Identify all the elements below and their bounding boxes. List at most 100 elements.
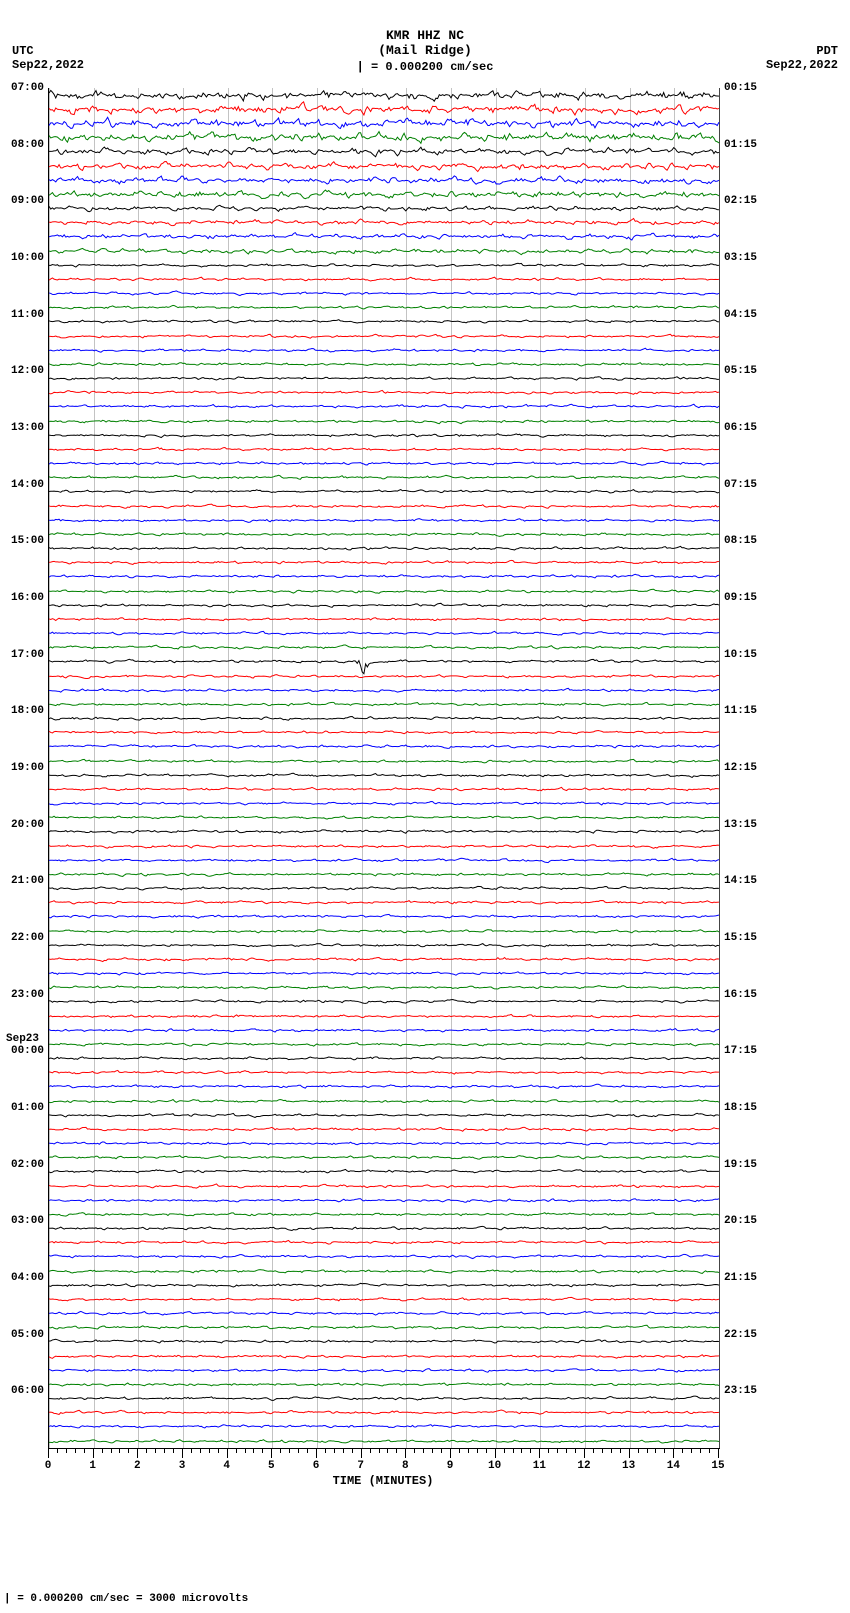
x-minor-tick [119, 1448, 120, 1453]
x-minor-tick [620, 1448, 621, 1453]
right-hour-label: 12:15 [724, 762, 757, 774]
right-hour-label: 13:15 [724, 819, 757, 831]
left-hour-label: 21:00 [11, 875, 44, 887]
right-hour-label: 14:15 [724, 875, 757, 887]
x-tick [227, 1448, 228, 1458]
x-minor-tick [209, 1448, 210, 1453]
x-minor-tick [602, 1448, 603, 1453]
x-minor-tick [218, 1448, 219, 1453]
left-hour-label: 01:00 [11, 1102, 44, 1114]
x-tick-label: 10 [488, 1460, 501, 1472]
x-tick [718, 1448, 719, 1458]
left-hour-label: 13:00 [11, 422, 44, 434]
left-hour-label: 12:00 [11, 365, 44, 377]
left-hour-label: 22:00 [11, 932, 44, 944]
x-minor-tick [655, 1448, 656, 1453]
left-hour-label: 02:00 [11, 1159, 44, 1171]
x-minor-tick [700, 1448, 701, 1453]
left-hour-label: 05:00 [11, 1329, 44, 1341]
right-hour-label: 18:15 [724, 1102, 757, 1114]
x-tick-label: 5 [268, 1460, 275, 1472]
x-minor-tick [379, 1448, 380, 1453]
x-minor-tick [459, 1448, 460, 1453]
x-tick [673, 1448, 674, 1458]
x-tick-label: 2 [134, 1460, 141, 1472]
right-hour-label: 07:15 [724, 479, 757, 491]
tz-left: UTC [12, 44, 84, 58]
left-hour-label: 16:00 [11, 592, 44, 604]
x-minor-tick [486, 1448, 487, 1453]
x-tick [271, 1448, 272, 1458]
x-minor-tick [647, 1448, 648, 1453]
x-minor-tick [245, 1448, 246, 1453]
right-hour-label: 10:15 [724, 649, 757, 661]
x-minor-tick [387, 1448, 388, 1453]
right-hour-label: 19:15 [724, 1159, 757, 1171]
left-hour-label: 23:00 [11, 989, 44, 1001]
x-minor-tick [146, 1448, 147, 1453]
x-tick [48, 1448, 49, 1458]
x-tick-label: 9 [447, 1460, 454, 1472]
left-hour-label: 09:00 [11, 195, 44, 207]
x-tick [182, 1448, 183, 1458]
x-tick-label: 3 [179, 1460, 186, 1472]
left-hour-label: 08:00 [11, 139, 44, 151]
x-tick [405, 1448, 406, 1458]
right-hour-label: 08:15 [724, 535, 757, 547]
x-tick [629, 1448, 630, 1458]
right-hour-label: 00:15 [724, 82, 757, 94]
x-tick-label: 14 [667, 1460, 680, 1472]
x-minor-tick [298, 1448, 299, 1453]
x-minor-tick [253, 1448, 254, 1453]
x-tick-label: 11 [533, 1460, 546, 1472]
right-hour-label: 21:15 [724, 1272, 757, 1284]
x-minor-tick [575, 1448, 576, 1453]
top-right-labels: PDT Sep22,2022 [766, 44, 838, 72]
x-minor-tick [441, 1448, 442, 1453]
right-hour-label: 03:15 [724, 252, 757, 264]
left-hour-label: 11:00 [11, 309, 44, 321]
right-hour-label: 01:15 [724, 139, 757, 151]
x-minor-tick [191, 1448, 192, 1453]
x-tick [361, 1448, 362, 1458]
header: KMR HHZ NC (Mail Ridge) [0, 0, 850, 58]
x-minor-tick [566, 1448, 567, 1453]
right-hour-label: 04:15 [724, 309, 757, 321]
x-minor-tick [155, 1448, 156, 1453]
x-tick [495, 1448, 496, 1458]
x-minor-tick [75, 1448, 76, 1453]
x-minor-tick [280, 1448, 281, 1453]
x-tick [137, 1448, 138, 1458]
x-minor-tick [128, 1448, 129, 1453]
x-minor-tick [173, 1448, 174, 1453]
x-minor-tick [468, 1448, 469, 1453]
x-tick-label: 4 [223, 1460, 230, 1472]
left-hour-label: 19:00 [11, 762, 44, 774]
x-tick-label: 8 [402, 1460, 409, 1472]
footer-note: | = 0.000200 cm/sec = 3000 microvolts [4, 1593, 248, 1605]
left-hour-label: 14:00 [11, 479, 44, 491]
x-tick-label: 15 [711, 1460, 724, 1472]
x-tick-label: 12 [577, 1460, 590, 1472]
seismogram-container: KMR HHZ NC (Mail Ridge) | = 0.000200 cm/… [0, 0, 850, 1613]
left-hour-label: 20:00 [11, 819, 44, 831]
x-minor-tick [102, 1448, 103, 1453]
right-hour-label: 05:15 [724, 365, 757, 377]
date-right: Sep22,2022 [766, 58, 838, 72]
x-minor-tick [423, 1448, 424, 1453]
left-hour-label: 00:00 [11, 1045, 44, 1057]
x-minor-tick [370, 1448, 371, 1453]
right-hour-label: 11:15 [724, 705, 757, 717]
x-minor-tick [557, 1448, 558, 1453]
x-minor-tick [334, 1448, 335, 1453]
x-tick-label: 1 [89, 1460, 96, 1472]
x-tick-label: 6 [313, 1460, 320, 1472]
x-minor-tick [477, 1448, 478, 1453]
left-hour-label: 15:00 [11, 535, 44, 547]
x-minor-tick [664, 1448, 665, 1453]
x-tick [539, 1448, 540, 1458]
x-minor-tick [111, 1448, 112, 1453]
left-hour-label: 07:00 [11, 82, 44, 94]
x-minor-tick [530, 1448, 531, 1453]
x-minor-tick [682, 1448, 683, 1453]
